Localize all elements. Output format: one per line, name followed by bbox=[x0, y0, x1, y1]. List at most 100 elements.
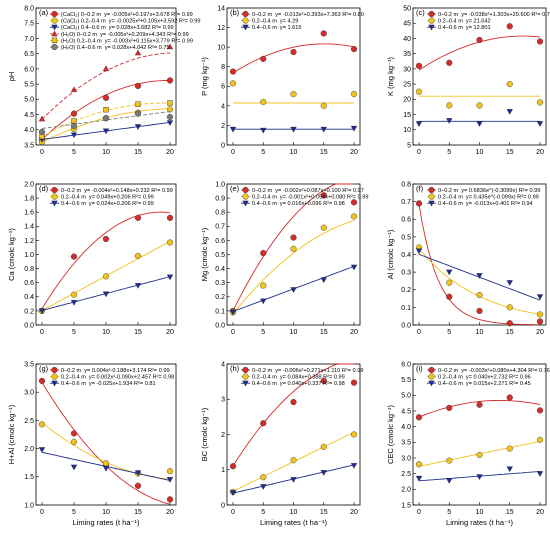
legend-marker bbox=[242, 200, 249, 207]
legend-series-name: 0.4–0.6 m bbox=[438, 381, 463, 387]
data-point-yellow bbox=[476, 451, 483, 458]
legend-marker bbox=[242, 10, 249, 18]
y-tick-label: 0.6 bbox=[215, 238, 225, 245]
x-tick-label: 15 bbox=[506, 329, 514, 336]
legend-series-name: 0.4–0.6 m bbox=[438, 25, 463, 31]
legend-marker bbox=[51, 380, 58, 387]
y-axis-label: Ca (cmolᴄ kg⁻¹) bbox=[7, 228, 16, 281]
data-point-yellow bbox=[71, 118, 77, 124]
data-point-yellow bbox=[536, 311, 544, 318]
data-point-blue bbox=[134, 470, 142, 477]
legend-series-name: 0–0.2 m bbox=[252, 188, 273, 194]
fit-line-yellow bbox=[418, 248, 541, 315]
legend-series-name: 0.4–0.6 m bbox=[252, 381, 277, 387]
y-tick-label: 0.0 bbox=[401, 322, 411, 329]
legend-series-name: 0.4–0.6 m bbox=[252, 25, 277, 31]
legend-marker bbox=[428, 200, 435, 207]
data-point-red bbox=[166, 43, 174, 50]
data-point-red bbox=[134, 49, 142, 56]
y-tick-label: 25 bbox=[403, 82, 411, 89]
y-axis-label: pH bbox=[7, 72, 16, 82]
data-point-red bbox=[350, 379, 358, 386]
y-tick-label: 5 bbox=[407, 142, 411, 149]
data-point-red bbox=[536, 407, 544, 414]
data-point-blue bbox=[290, 477, 297, 483]
legend-equation: y= 21.042 bbox=[466, 19, 491, 25]
legend-equation: y= -0.0025x²+0.105x+3.592 R²= 0.99 bbox=[109, 19, 201, 25]
data-point-yellow bbox=[476, 291, 483, 299]
data-point-red bbox=[260, 249, 267, 257]
x-tick-label: 20 bbox=[350, 509, 358, 516]
data-point-red bbox=[102, 235, 110, 243]
y-tick-label: 1.0 bbox=[215, 181, 225, 188]
legend-series-name: (H₂O) 0–0.2 m bbox=[61, 32, 97, 38]
data-point-yellow bbox=[166, 468, 174, 475]
y-tick-label: 0.2 bbox=[215, 294, 225, 301]
data-point-yellow bbox=[70, 291, 78, 298]
y-tick-label: 0.9 bbox=[215, 196, 225, 203]
x-tick-label: 10 bbox=[102, 509, 110, 516]
y-tick-label: 0.7 bbox=[401, 199, 411, 206]
data-point-yellow bbox=[446, 279, 453, 286]
y-tick-label: 7.5 bbox=[24, 21, 34, 28]
data-point-blue bbox=[38, 447, 46, 453]
data-point-blue bbox=[102, 291, 110, 298]
y-tick-label: 3.5 bbox=[401, 440, 411, 447]
panel-label: (a) bbox=[39, 8, 49, 17]
legend-equation: y= 0.049x+0.206 R²= 0.99 bbox=[89, 195, 154, 201]
data-point-red bbox=[415, 62, 423, 69]
legend-marker bbox=[51, 24, 58, 31]
y-axis-label: P (mg kg⁻¹) bbox=[200, 57, 209, 96]
legend-equation: y= -0.003x²+0.115x+3.779 R²= 0.99 bbox=[105, 38, 193, 44]
data-point-red bbox=[536, 38, 544, 45]
x-tick-label: 20 bbox=[166, 149, 174, 156]
fit-line-red bbox=[418, 399, 541, 418]
y-axis-label: H+Al (cmolᴄ kg⁻¹) bbox=[7, 404, 16, 464]
legend-equation: y= 0.028x+3.682 R²= 0.99 bbox=[109, 25, 174, 31]
x-tick-label: 15 bbox=[506, 149, 514, 156]
legend: 0–0.2 m y= -0.006x²+0.271x+1.110 R²= 0.99… bbox=[241, 366, 363, 387]
y-tick-label: 5.0 bbox=[24, 97, 34, 104]
data-point-blue bbox=[350, 463, 358, 469]
legend-series-name: 0–0.2 m bbox=[61, 188, 82, 194]
data-point-blue bbox=[70, 132, 78, 139]
data-point-yellow bbox=[38, 421, 46, 428]
x-tick-label: 0 bbox=[417, 329, 421, 336]
data-point-yellow bbox=[166, 106, 174, 113]
legend-equation: y= 0.435e^(-0.099x) R²= 0.99 bbox=[466, 195, 539, 201]
panel-g: 1.0 1.5 2.0 2.5 3.0 3.5 0 5 10 15 20 H+Al (cmolᴄ kg… bbox=[7, 361, 177, 527]
data-point-yellow bbox=[260, 282, 267, 289]
legend-series-name: 0.2–0.4 m bbox=[252, 19, 277, 25]
legend-marker bbox=[242, 193, 249, 200]
data-point-yellow bbox=[536, 436, 544, 443]
data-point-red bbox=[70, 430, 78, 437]
legend-equation: y= -0.002x²+0.087x+0.100 R²= 0.97 bbox=[275, 188, 364, 194]
y-tick-label: 3 bbox=[221, 397, 225, 404]
y-tick-label: 4.0 bbox=[24, 127, 34, 134]
data-point-red bbox=[229, 68, 237, 75]
legend-series-name: (CaCl₂) 0.2–0.4 m bbox=[61, 19, 106, 25]
data-point-red bbox=[70, 110, 78, 117]
y-axis-label: Al (cmolᴄ kg⁻¹) bbox=[386, 229, 395, 279]
legend: (CaCl₂) 0–0.2 m y= -0.005x²+0.197x+3.678 … bbox=[50, 10, 201, 51]
legend: 0–0.2 m y= -0.038x²+1.303x+29.600 R²= 0.7… bbox=[427, 10, 550, 31]
data-point-yellow bbox=[446, 102, 453, 109]
fit-line-yellow bbox=[232, 220, 355, 314]
y-tick-label: 0.8 bbox=[401, 181, 411, 188]
data-point-blue bbox=[446, 478, 453, 484]
y-tick-label: 2.0 bbox=[401, 487, 411, 494]
data-point-blue bbox=[102, 465, 110, 472]
data-point-blue bbox=[350, 125, 358, 132]
x-tick-label: 5 bbox=[447, 329, 451, 336]
legend-series-name: 0.4–0.6 m bbox=[61, 381, 86, 387]
y-tick-label: 0 bbox=[221, 502, 225, 509]
data-point-red bbox=[320, 30, 327, 37]
data-point-red bbox=[166, 496, 174, 503]
legend-marker bbox=[242, 373, 249, 380]
legend-equation: y= -0.013x+0.401 R²= 0.94 bbox=[466, 201, 533, 207]
data-point-red bbox=[70, 253, 78, 260]
panel-label: (d) bbox=[39, 184, 49, 193]
x-axis-label: Liming rates (t ha⁻¹) bbox=[73, 518, 140, 527]
panel-d: 0.0 0.2 0.4 0.6 0.8 1.0 1.2 1.4 1.6 1.8 2.0 0 5 10 15 2… bbox=[7, 181, 177, 336]
